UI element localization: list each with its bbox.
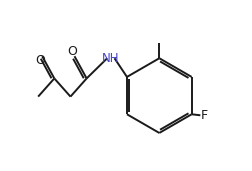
Text: O: O: [67, 45, 77, 58]
Text: NH: NH: [102, 52, 120, 65]
Text: F: F: [201, 109, 208, 122]
Text: O: O: [35, 54, 45, 67]
